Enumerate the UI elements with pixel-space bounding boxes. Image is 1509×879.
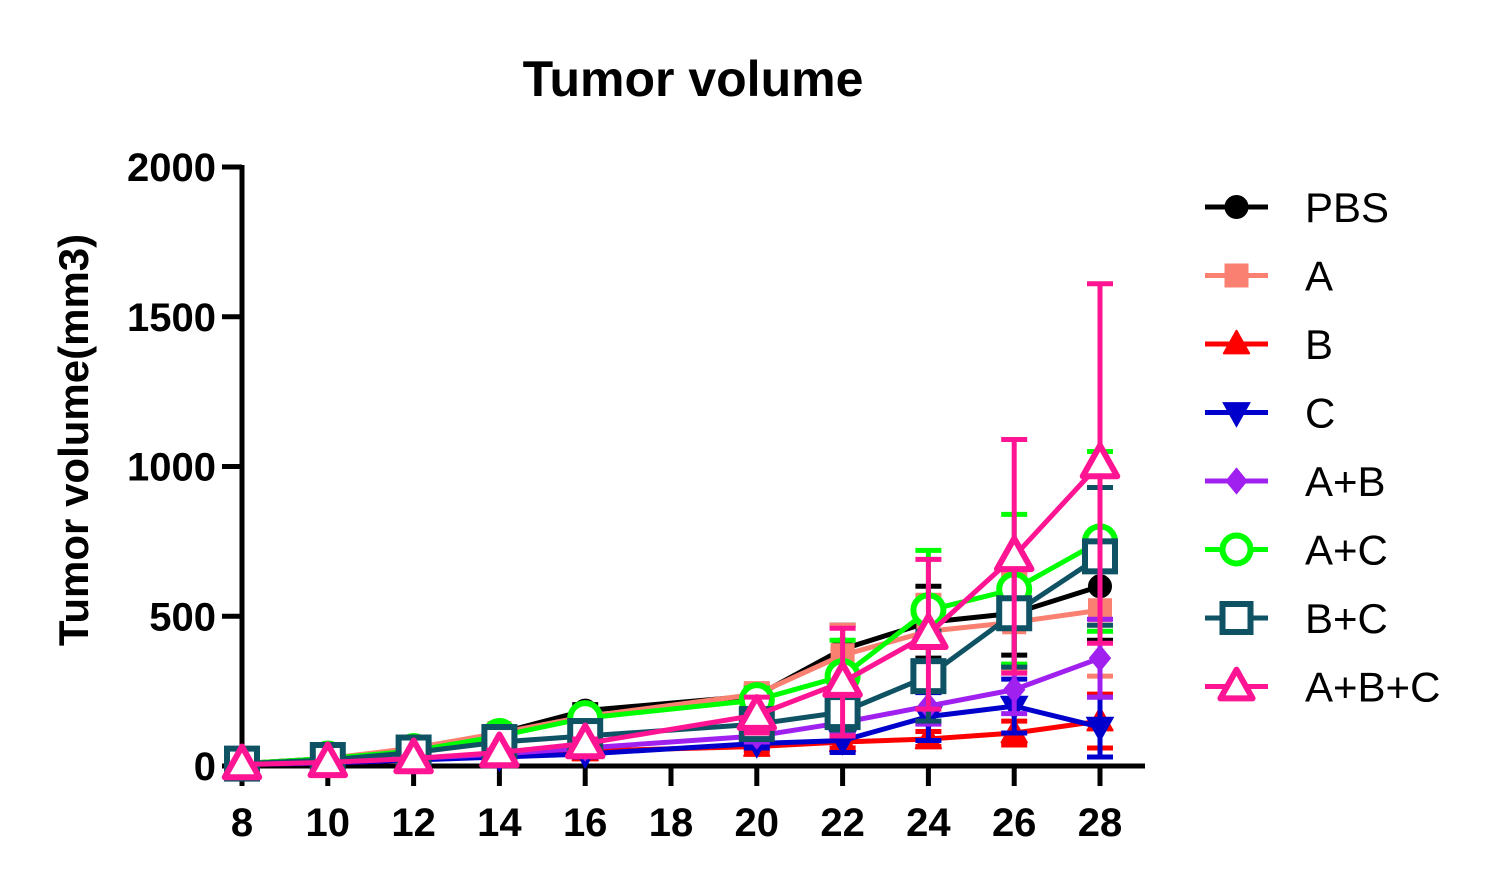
- data-point: [822, 661, 863, 698]
- data-point: [393, 737, 434, 775]
- legend-label: B: [1305, 321, 1333, 368]
- series-pbs: [229, 529, 1113, 776]
- data-point: [564, 722, 606, 760]
- plot-series: [221, 281, 1121, 782]
- axes: 0 500 1000 1500 2000 8 10 12 14 16 18 20 22 24 26 28: [127, 146, 1145, 845]
- data-point: [1085, 716, 1115, 743]
- series-line: [241, 554, 1102, 767]
- chart-title: Tumor volume: [523, 51, 864, 107]
- legend-marker: [1219, 601, 1254, 635]
- legend-item-a-c: A+C: [1205, 527, 1388, 574]
- data-point: [993, 535, 1035, 573]
- x-tick-label: 22: [820, 801, 865, 845]
- legend-marker: [1219, 532, 1254, 567]
- x-tick-label: 12: [391, 801, 436, 845]
- y-tick-label: 0: [194, 745, 216, 789]
- legend-marker: [1217, 666, 1256, 702]
- legend-marker: [1225, 467, 1248, 495]
- legend-label: B+C: [1305, 595, 1388, 642]
- x-tick-label: 16: [563, 801, 608, 845]
- y-tick-label: 2000: [127, 146, 216, 190]
- legend: PBS ABC A+B A+C B+C A+B+C: [1205, 184, 1440, 711]
- x-tick-label: 14: [477, 801, 522, 845]
- legend-item-a-b: A+B: [1205, 458, 1386, 505]
- data-point: [307, 741, 349, 779]
- x-tick-label: 8: [231, 801, 253, 845]
- legend-label: C: [1305, 390, 1335, 437]
- data-point: [479, 731, 520, 769]
- data-point: [736, 694, 778, 731]
- legend-label: A: [1305, 253, 1333, 300]
- legend-marker: [1222, 329, 1251, 355]
- legend-item-pbs: PBS: [1205, 184, 1389, 231]
- x-tick-label: 26: [992, 801, 1037, 845]
- legend-label: PBS: [1305, 184, 1389, 231]
- legend-item-b-c: B+C: [1205, 595, 1388, 642]
- x-tick-label: 24: [906, 801, 951, 845]
- legend-marker: [1222, 402, 1251, 428]
- legend-item-c: C: [1205, 390, 1335, 437]
- data-point: [221, 743, 263, 781]
- legend-item-a-b-c: A+B+C: [1205, 664, 1440, 711]
- y-axis-label: Tumor volume(mm3): [50, 234, 97, 646]
- x-tick-label: 18: [649, 801, 694, 845]
- data-point: [1079, 442, 1121, 480]
- legend-marker: [1224, 195, 1249, 219]
- x-tick-label: 28: [1078, 801, 1123, 845]
- legend-label: A+B: [1305, 458, 1386, 505]
- legend-label: A+C: [1305, 527, 1388, 574]
- y-tick-label: 500: [149, 595, 216, 639]
- x-tick-label: 10: [306, 801, 351, 845]
- legend-label: A+B+C: [1305, 664, 1440, 711]
- data-point: [908, 613, 949, 650]
- legend-item-b: B: [1205, 321, 1333, 368]
- y-tick-label: 1000: [127, 446, 216, 490]
- x-tick-label: 20: [735, 801, 780, 845]
- series-a-b-c: [221, 281, 1121, 781]
- legend-item-a: A: [1205, 253, 1333, 300]
- data-point: [1003, 675, 1026, 704]
- legend-marker: [1224, 263, 1249, 288]
- data-point: [1088, 644, 1112, 672]
- y-tick-label: 1500: [127, 296, 216, 340]
- series-line: [241, 461, 1102, 768]
